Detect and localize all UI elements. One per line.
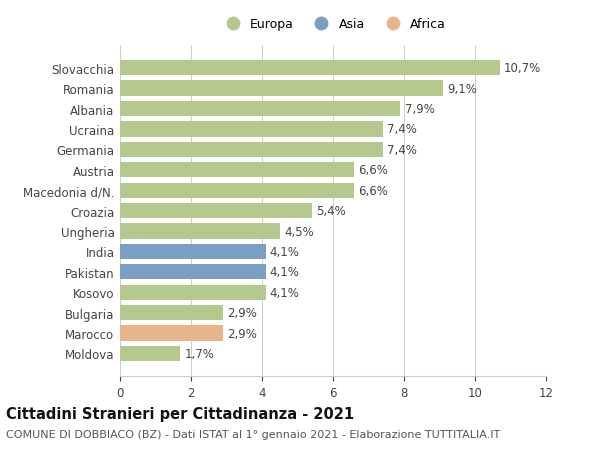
Text: 6,6%: 6,6%: [359, 184, 388, 197]
Text: 7,9%: 7,9%: [405, 103, 434, 116]
Text: Cittadini Stranieri per Cittadinanza - 2021: Cittadini Stranieri per Cittadinanza - 2…: [6, 406, 354, 421]
Text: 7,4%: 7,4%: [387, 144, 417, 157]
Bar: [120, 163, 354, 178]
Bar: [120, 101, 400, 117]
Text: COMUNE DI DOBBIACO (BZ) - Dati ISTAT al 1° gennaio 2021 - Elaborazione TUTTITALI: COMUNE DI DOBBIACO (BZ) - Dati ISTAT al …: [6, 429, 500, 439]
Bar: [120, 326, 223, 341]
Text: 1,7%: 1,7%: [185, 347, 214, 360]
Text: 10,7%: 10,7%: [504, 62, 541, 75]
Bar: [120, 264, 266, 280]
Bar: [120, 61, 500, 76]
Bar: [120, 346, 181, 361]
Text: 4,1%: 4,1%: [270, 266, 299, 279]
Bar: [120, 142, 383, 158]
Text: 9,1%: 9,1%: [448, 83, 477, 95]
Text: 6,6%: 6,6%: [359, 164, 388, 177]
Bar: [120, 203, 312, 219]
Text: 4,1%: 4,1%: [270, 246, 299, 258]
Bar: [120, 285, 266, 300]
Text: 4,5%: 4,5%: [284, 225, 314, 238]
Bar: [120, 183, 354, 198]
Text: 2,9%: 2,9%: [227, 307, 257, 319]
Text: 5,4%: 5,4%: [316, 205, 346, 218]
Bar: [120, 122, 383, 137]
Bar: [120, 244, 266, 259]
Bar: [120, 224, 280, 239]
Bar: [120, 81, 443, 96]
Text: 4,1%: 4,1%: [270, 286, 299, 299]
Legend: Europa, Asia, Africa: Europa, Asia, Africa: [218, 16, 449, 34]
Text: 2,9%: 2,9%: [227, 327, 257, 340]
Bar: [120, 305, 223, 321]
Text: 7,4%: 7,4%: [387, 123, 417, 136]
